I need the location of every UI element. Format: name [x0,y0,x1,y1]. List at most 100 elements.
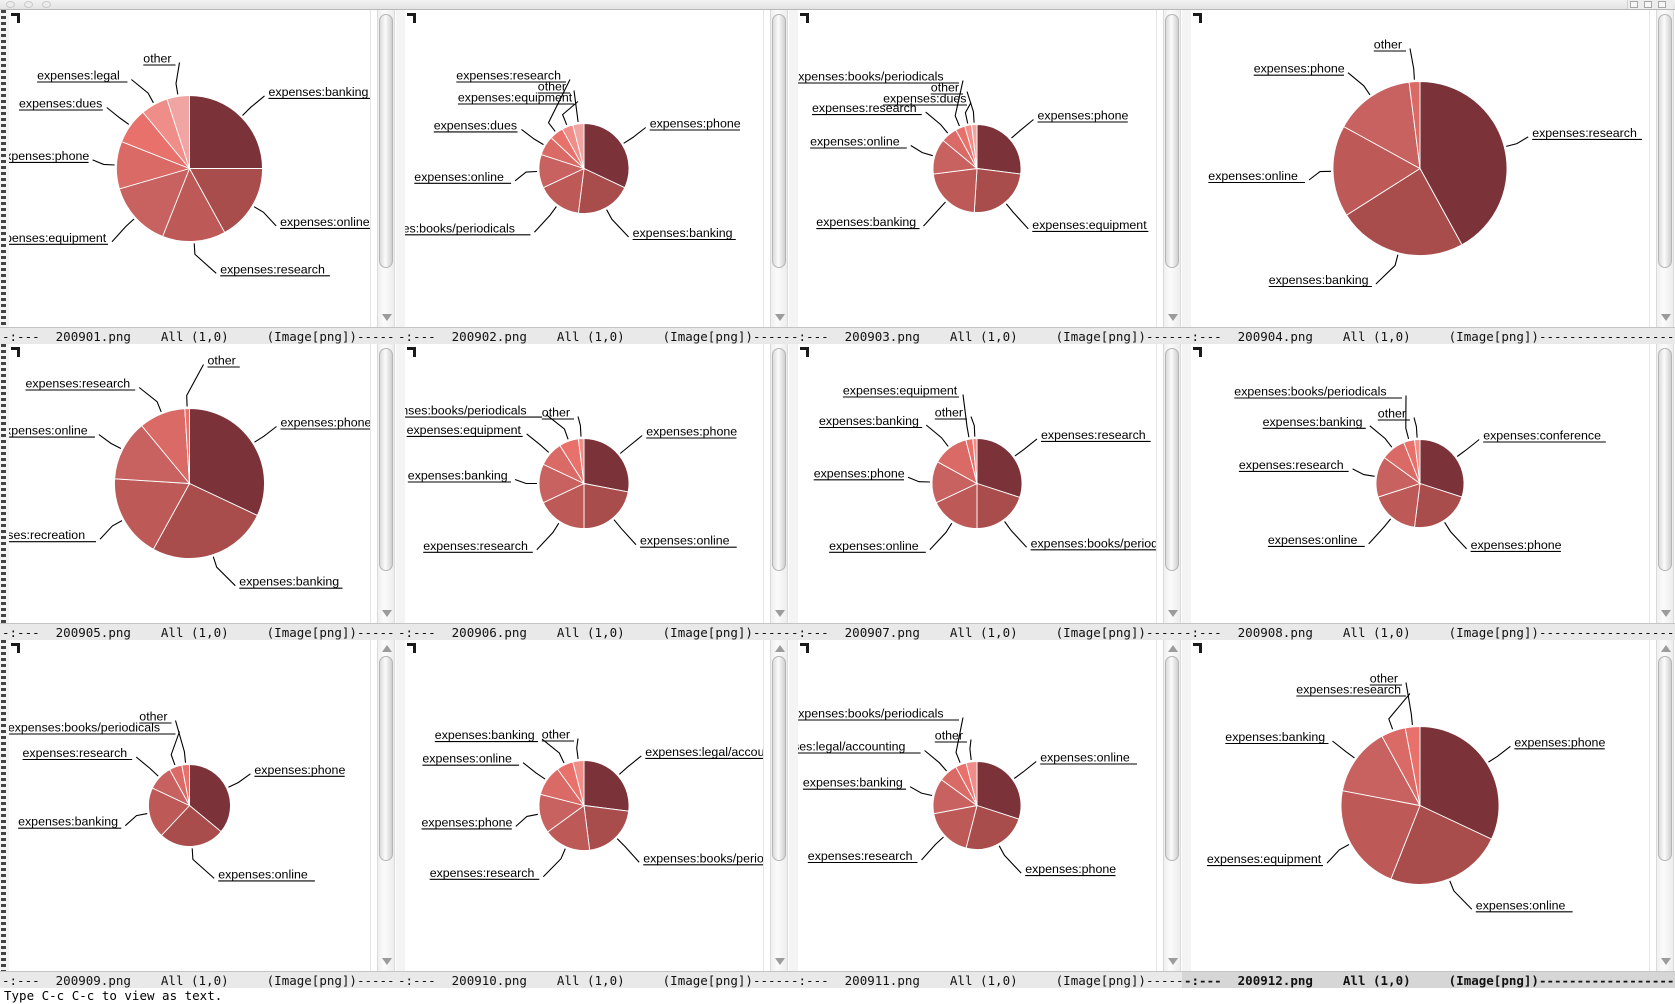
image-buffer[interactable]: expenses:banking expenses:online expenses:… [0,10,370,327]
label-leader-line [191,848,215,879]
emacs-window[interactable]: expenses:phone expenses:online expenses:ba… [0,640,396,988]
image-buffer[interactable]: expenses:phone expenses:online expenses:re… [396,344,763,623]
vertical-scrollbar[interactable] [1649,10,1675,327]
pie-slice [972,438,978,484]
scroll-up-arrow-icon[interactable] [1661,645,1671,652]
modeline[interactable]: -:--- 200909.png All (1,0) (Image[png])----… [0,971,396,988]
emacs-window[interactable]: expenses:conference expenses:phone expense… [1182,344,1675,640]
image-buffer[interactable]: expenses:phone expenses:equipment expenses… [789,10,1156,327]
emacs-window[interactable]: expenses:research expenses:books/periodic… [789,344,1182,640]
scroll-up-arrow-icon[interactable] [382,645,392,652]
scroll-down-arrow-icon[interactable] [1661,610,1671,617]
emacs-window[interactable]: expenses:online expenses:phone expenses:re… [789,640,1182,988]
scroll-down-arrow-icon[interactable] [382,314,392,321]
image-buffer[interactable]: expenses:phone expenses:online expenses:eq… [1182,640,1649,971]
modeline[interactable]: -:--- 200901.png All (1,0) (Image[png])----… [0,327,396,344]
modeline[interactable]: -:--- 200905.png All (1,0) (Image[png])----… [0,623,396,640]
pie-chart: expenses:phone expenses:online expenses:ba… [9,640,370,971]
scroll-down-arrow-icon[interactable] [1168,314,1178,321]
vertical-scrollbar[interactable] [370,10,396,327]
window-dot-3-icon[interactable] [42,1,51,8]
vertical-scrollbar[interactable] [1649,640,1675,971]
scroll-down-arrow-icon[interactable] [1661,958,1671,965]
pie-slice [572,760,585,806]
scrollbar-thumb[interactable] [772,14,786,268]
pie-slice [1377,482,1421,528]
vertical-scrollbar[interactable] [763,640,789,971]
scroll-down-arrow-icon[interactable] [1168,610,1178,617]
vertical-scrollbar[interactable] [1156,344,1182,623]
modeline[interactable]: -:--- 200912.png All (1,0) (Image[png])----… [1182,971,1675,988]
modeline[interactable]: -:--- 200908.png All (1,0) (Image[png])----… [1182,623,1675,640]
vertical-scrollbar[interactable] [1649,344,1675,623]
image-buffer[interactable]: expenses:phone expenses:banking expenses:r… [0,344,370,623]
window-dot-1-icon[interactable] [6,1,15,8]
scrollbar-thumb[interactable] [772,348,786,571]
image-buffer[interactable]: expenses:legal/accounting expenses:books/… [396,640,763,971]
image-buffer[interactable]: expenses:online expenses:phone expenses:re… [789,640,1156,971]
scrollbar-thumb[interactable] [379,348,393,571]
pie-slice [1419,726,1500,840]
modeline[interactable]: -:--- 200902.png All (1,0) (Image[png])----… [396,327,789,344]
modeline[interactable]: -:--- 200910.png All (1,0) (Image[png])----… [396,971,789,988]
scrollbar-thumb[interactable] [1165,656,1179,861]
vertical-scrollbar[interactable] [763,344,789,623]
modeline-indicators: -:--- [791,973,829,988]
minimize-icon[interactable] [1644,1,1652,8]
scrollbar-thumb[interactable] [379,656,393,861]
scrollbar-thumb[interactable] [1658,348,1672,571]
scroll-down-arrow-icon[interactable] [1661,314,1671,321]
pie-chart: expenses:conference expenses:phone expense… [1191,344,1649,623]
modeline[interactable]: -:--- 200906.png All (1,0) (Image[png])----… [396,623,789,640]
pie-slice-label: expenses:online [1040,751,1130,765]
emacs-window[interactable]: expenses:banking expenses:online expenses:… [0,10,396,344]
emacs-window[interactable]: expenses:phone expenses:banking expenses:b… [396,10,789,344]
scrollbar-thumb[interactable] [1658,14,1672,268]
vertical-scrollbar[interactable] [1156,10,1182,327]
emacs-window[interactable]: expenses:research expenses:banking expense… [1182,10,1675,344]
pie-slice-label: other [935,406,963,420]
vertical-scrollbar[interactable] [1156,640,1182,971]
scrollbar-thumb[interactable] [1165,348,1179,571]
modeline-major-mode: (Image[png]) [266,625,357,640]
close-icon[interactable] [1658,1,1666,8]
pie-slice-label: expenses:research [423,539,528,553]
image-buffer[interactable]: expenses:conference expenses:phone expense… [1182,344,1649,623]
image-buffer[interactable]: expenses:phone expenses:online expenses:ba… [0,640,370,971]
scroll-down-arrow-icon[interactable] [775,958,785,965]
truncation-corner-icon [800,13,809,23]
image-buffer[interactable]: expenses:research expenses:books/periodic… [789,344,1156,623]
emacs-window[interactable]: expenses:phone expenses:online expenses:eq… [1182,640,1675,988]
scroll-down-arrow-icon[interactable] [382,958,392,965]
restore-icon[interactable] [1630,1,1638,8]
scroll-down-arrow-icon[interactable] [382,610,392,617]
emacs-window[interactable]: expenses:phone expenses:banking expenses:r… [0,344,396,640]
emacs-window[interactable]: expenses:legal/accounting expenses:books/… [396,640,789,988]
vertical-scrollbar[interactable] [370,344,396,623]
scroll-down-arrow-icon[interactable] [1168,958,1178,965]
modeline[interactable]: -:--- 200903.png All (1,0) (Image[png])----… [789,327,1182,344]
label-leader-line [1347,72,1371,96]
image-buffer[interactable]: expenses:phone expenses:banking expenses:b… [396,10,763,327]
modeline-major-mode: (Image[png]) [266,329,357,344]
label-leader-line [521,128,544,146]
modeline[interactable]: -:--- 200907.png All (1,0) (Image[png])----… [789,623,1182,640]
modeline[interactable]: -:--- 200904.png All (1,0) (Image[png])----… [1182,327,1675,344]
window-dot-2-icon[interactable] [24,1,33,8]
modeline[interactable]: -:--- 200911.png All (1,0) (Image[png])----… [789,971,1182,988]
image-buffer[interactable]: expenses:research expenses:banking expense… [1182,10,1649,327]
vertical-scrollbar[interactable] [370,640,396,971]
scrollbar-thumb[interactable] [1165,14,1179,268]
scroll-down-arrow-icon[interactable] [775,314,785,321]
emacs-window[interactable]: expenses:phone expenses:online expenses:re… [396,344,789,640]
scrollbar-thumb[interactable] [772,656,786,861]
scroll-up-arrow-icon[interactable] [1168,645,1178,652]
vertical-scrollbar[interactable] [763,10,789,327]
scrollbar-thumb[interactable] [379,14,393,268]
label-leader-line [186,364,204,407]
modeline-indicators: -:--- [2,973,40,988]
scrollbar-thumb[interactable] [1658,656,1672,861]
scroll-up-arrow-icon[interactable] [775,645,785,652]
scroll-down-arrow-icon[interactable] [775,610,785,617]
emacs-window[interactable]: expenses:phone expenses:equipment expenses… [789,10,1182,344]
